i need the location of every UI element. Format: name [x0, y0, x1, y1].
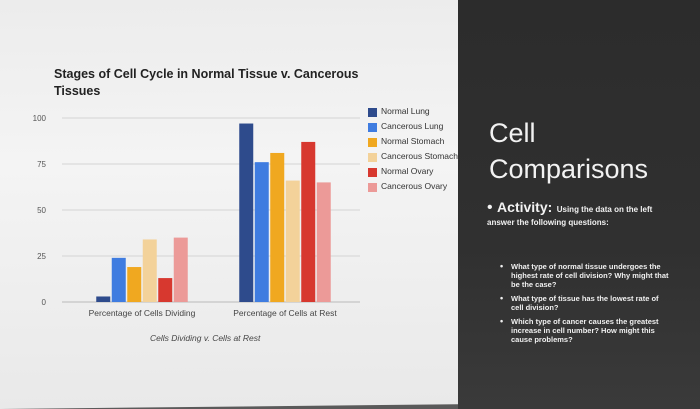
- bar: [111, 257, 126, 302]
- legend-swatch: [368, 138, 377, 147]
- y-tick-label: 25: [37, 252, 46, 261]
- activity-bullet: •: [487, 199, 498, 216]
- legend-swatch: [368, 168, 377, 177]
- chart-legend: Normal Lung Cancerous Lung Normal Stomach C…: [368, 106, 458, 196]
- legend-label: Cancerous Lung: [381, 121, 444, 131]
- x-axis-title: Cells Dividing v. Cells at Rest: [150, 333, 261, 343]
- activity-text: Using the data on the left answer the fo…: [487, 205, 653, 227]
- bar: [173, 237, 188, 302]
- legend-item: Normal Ovary: [368, 166, 458, 177]
- activity-lead: Activity:: [497, 199, 553, 215]
- legend-label: Normal Ovary: [381, 166, 434, 176]
- legend-label: Cancerous Ovary: [381, 181, 448, 191]
- bar-chart: 0 25 50 75 100 Percentage of Cells Dividing Pe…: [33, 114, 360, 318]
- bar: [142, 239, 157, 302]
- question-item: • What type of normal tissue undergoes th…: [500, 261, 669, 290]
- bar: [96, 296, 111, 302]
- legend-swatch: [368, 183, 377, 192]
- legend-label: Normal Lung: [381, 106, 430, 116]
- question-text: What type of normal tissue undergoes the…: [511, 262, 669, 289]
- bar: [301, 141, 316, 302]
- question-text: Which type of cancer causes the greatest…: [511, 317, 659, 344]
- bar: [158, 278, 173, 302]
- legend-item: Normal Lung: [368, 106, 458, 117]
- bar: [285, 180, 300, 302]
- x-tick-label: Percentage of Cells Dividing: [89, 308, 196, 318]
- legend-swatch: [368, 123, 377, 132]
- bar: [270, 152, 285, 302]
- legend-label: Cancerous Stomach: [381, 151, 459, 161]
- legend-item: Cancerous Stomach: [368, 151, 458, 162]
- question-list: • What type of normal tissue undergoes th…: [500, 262, 670, 349]
- legend-item: Normal Stomach: [368, 136, 458, 147]
- legend-item: Cancerous Lung: [368, 121, 458, 132]
- legend-label: Normal Stomach: [381, 136, 445, 146]
- question-item: • What type of tissue has the lowest rate…: [500, 293, 659, 313]
- legend-item: Cancerous Ovary: [368, 181, 458, 192]
- x-tick-label: Percentage of Cells at Rest: [233, 308, 337, 318]
- question-text: What type of tissue has the lowest rate …: [511, 294, 659, 312]
- chart-title: Stages of Cell Cycle in Normal Tissue v.…: [54, 67, 359, 98]
- legend-swatch: [368, 108, 377, 117]
- panel-title: Cell Comparisons: [489, 118, 649, 184]
- activity-instructions: • Activity: Using the data on the left a…: [487, 199, 662, 228]
- bar: [254, 162, 269, 302]
- question-item: • Which type of cancer causes the greates…: [500, 316, 659, 345]
- y-tick-label: 75: [37, 160, 46, 169]
- y-tick-label: 50: [37, 206, 46, 215]
- legend-swatch: [368, 153, 377, 162]
- bar: [127, 267, 142, 302]
- slide-text-panel: [458, 0, 700, 409]
- y-tick-label: 0: [42, 298, 47, 307]
- bar: [239, 123, 254, 303]
- y-tick-label: 100: [33, 114, 47, 123]
- bar: [316, 182, 331, 302]
